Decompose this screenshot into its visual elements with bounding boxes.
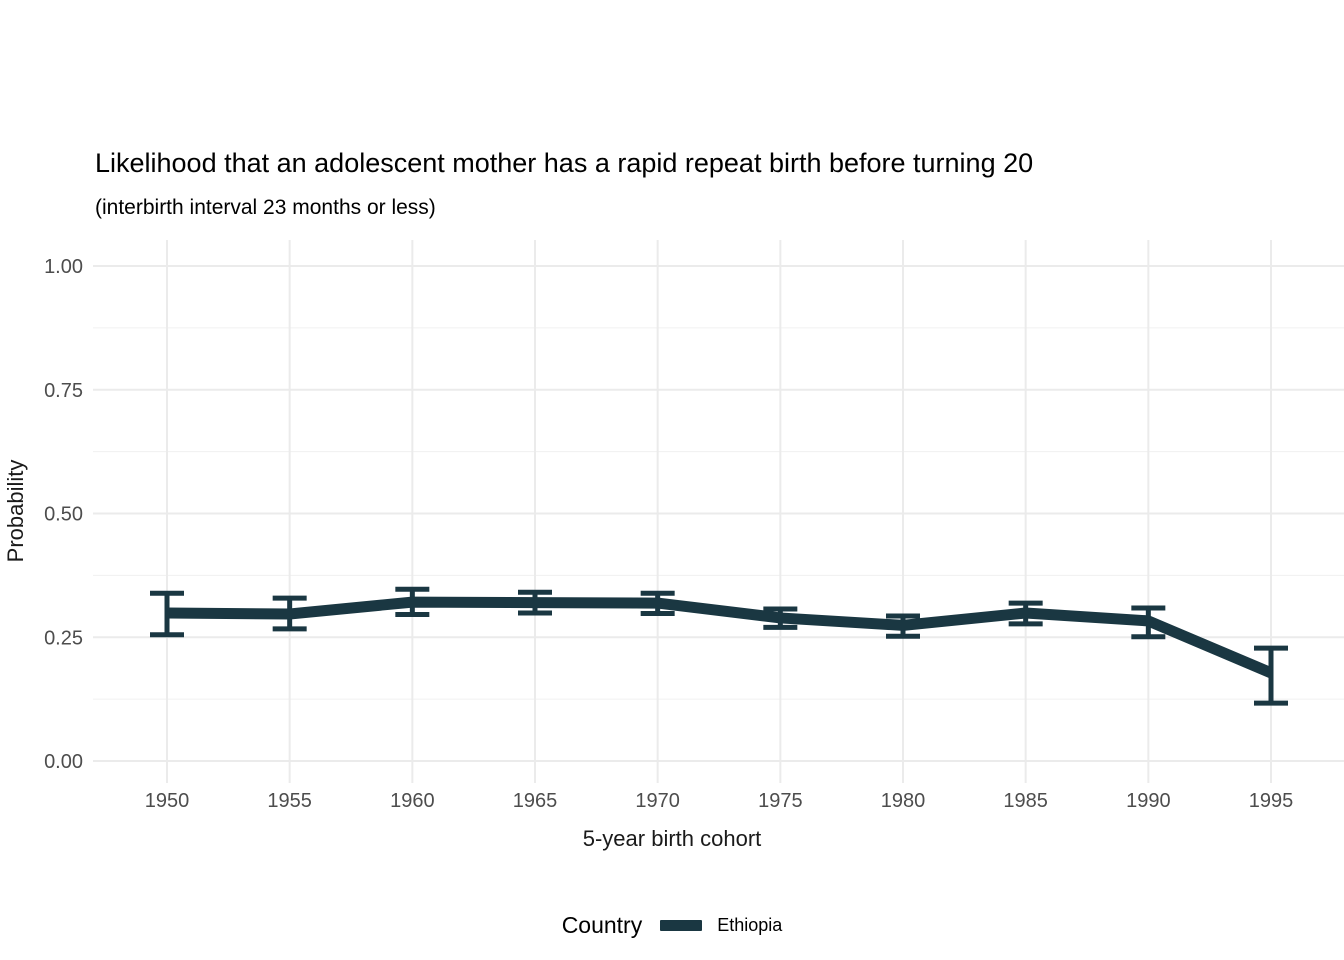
x-tick-label: 1960 [390,790,435,812]
y-tick-label: 0.25 [44,627,83,649]
x-tick-label: 1985 [1003,790,1048,812]
x-tick-label: 1980 [881,790,926,812]
y-axis-title: Probability [3,459,28,563]
x-tick-label: 1990 [1126,790,1171,812]
x-tick-label: 1955 [267,790,312,812]
y-tick-label: 0.00 [44,751,83,773]
series-line-ethiopia [166,596,1274,678]
x-tick-label: 1950 [145,790,190,812]
chart-subtitle: (interbirth interval 23 months or less) [95,196,436,219]
y-tick-label: 0.75 [44,380,83,402]
y-tick-label: 1.00 [44,256,83,278]
chart-title: Likelihood that an adolescent mother has… [95,148,1034,178]
legend-title: Country [561,911,643,938]
x-tick-label: 1970 [635,790,680,812]
x-tick-label: 1965 [513,790,558,812]
y-tick-label: 0.50 [44,504,83,526]
x-tick-label: 1995 [1249,790,1294,812]
legend: Country Ethiopia [0,905,1344,945]
legend-swatch-ethiopia [660,919,703,931]
legend-label-ethiopia: Ethiopia [717,914,783,935]
x-tick-label: 1975 [758,790,803,812]
x-axis-title: 5-year birth cohort [582,826,762,851]
